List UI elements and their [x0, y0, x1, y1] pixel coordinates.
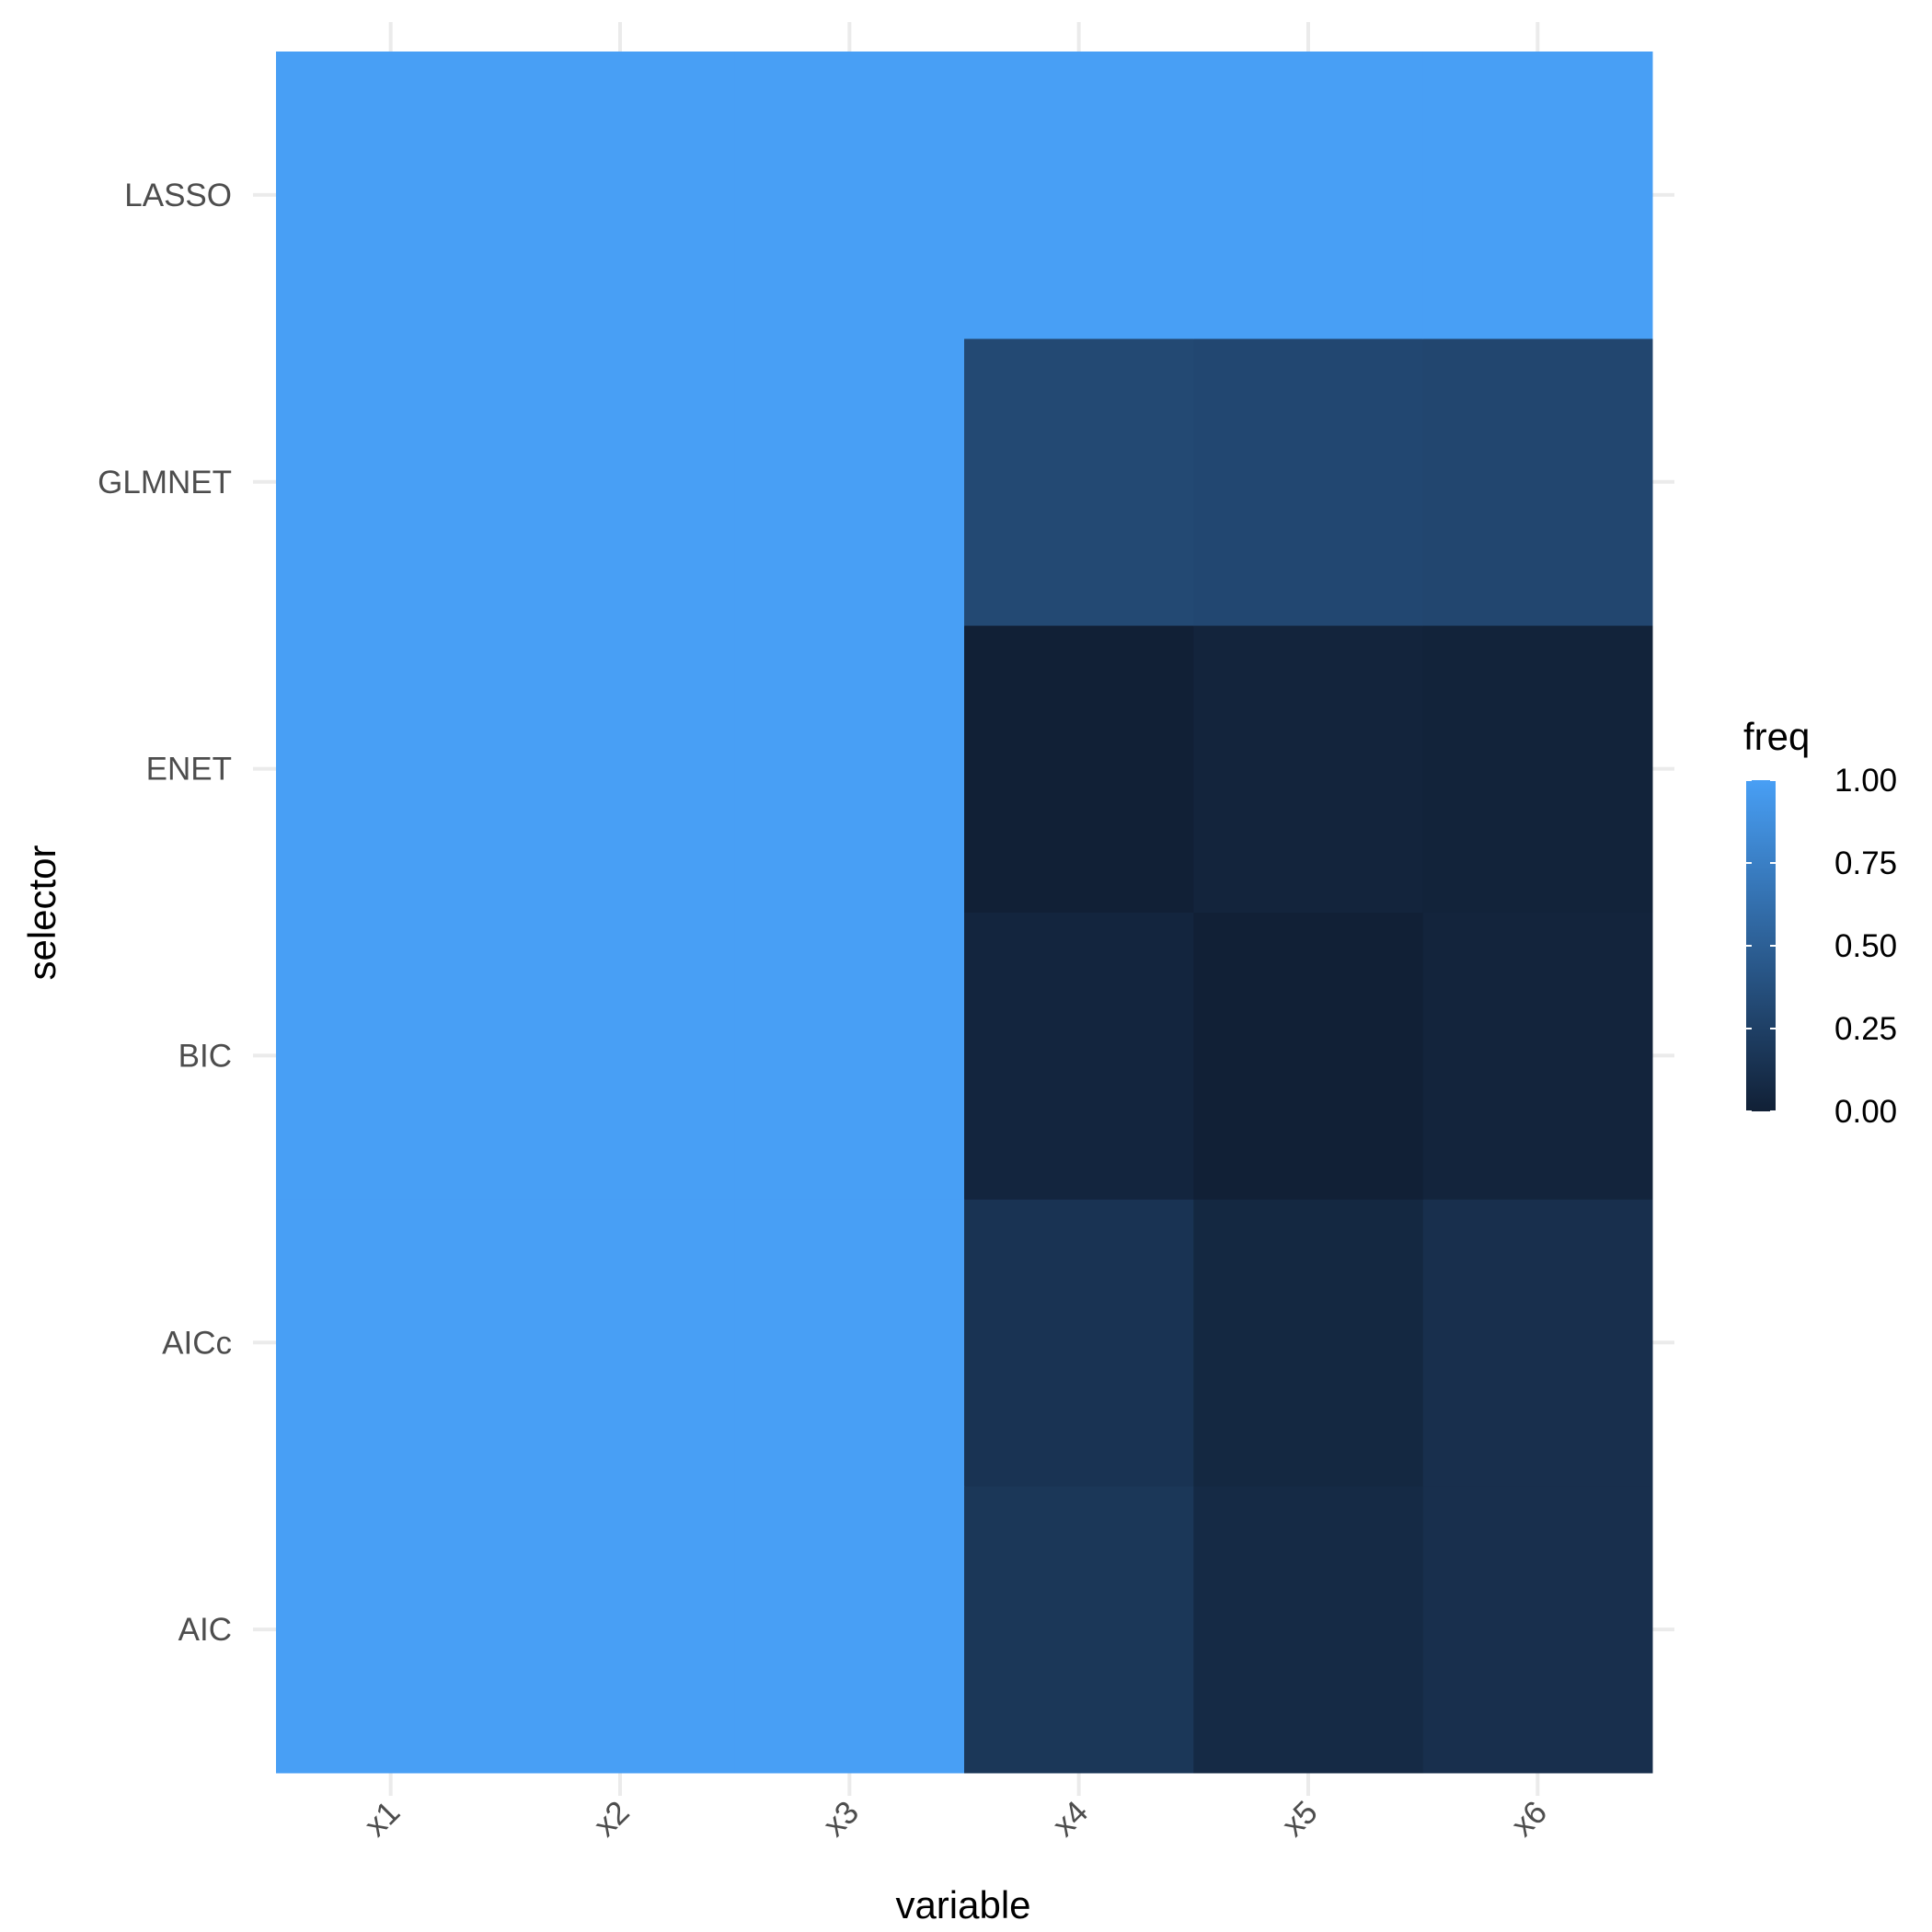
heatmap-cell: [1193, 52, 1424, 339]
heatmap-cell: [1193, 912, 1424, 1200]
heatmap-cell: [1422, 338, 1653, 627]
legend-tick-label: 1.00: [1834, 763, 1897, 799]
x-tick-label: x3: [816, 1794, 866, 1844]
heatmap-cells: [276, 52, 1653, 1774]
legend-tick-label: 0.25: [1834, 1011, 1897, 1047]
heatmap-cell: [1422, 52, 1653, 339]
y-axis-labels: AIC AICc BIC ENET GLMNET LASSO: [98, 178, 232, 1648]
heatmap-cell: [1422, 1486, 1653, 1774]
heatmap-cell: [276, 625, 506, 913]
heatmap-cell: [276, 1199, 506, 1487]
heatmap-cell: [276, 912, 506, 1200]
heatmap-cell: [505, 338, 736, 627]
y-tick-label: BIC: [178, 1038, 232, 1074]
heatmap-cell: [1422, 1199, 1653, 1487]
legend-tick-label: 0.50: [1834, 928, 1897, 964]
legend-title: freq: [1743, 715, 1810, 758]
y-tick-label: AICc: [162, 1325, 232, 1361]
x-axis-title: variable: [895, 1883, 1030, 1926]
heatmap-cell: [505, 625, 736, 913]
heatmap-cell: [276, 1486, 506, 1774]
heatmap-cell: [734, 1486, 965, 1774]
heatmap-cell: [964, 625, 1194, 913]
heatmap-cell: [505, 912, 736, 1200]
heatmap-cell: [964, 52, 1194, 339]
color-legend: freq 0.00 0.25 0.50 0.75 1.00: [1743, 715, 1897, 1130]
heatmap-cell: [734, 912, 965, 1200]
x-tick-label: x4: [1046, 1794, 1096, 1844]
y-axis-title: selector: [20, 845, 63, 980]
heatmap-cell: [734, 625, 965, 913]
heatmap-cell: [505, 1486, 736, 1774]
heatmap-cell: [1193, 338, 1424, 627]
heatmap-cell: [505, 52, 736, 339]
x-tick-label: x1: [358, 1794, 408, 1844]
heatmap-cell: [1422, 912, 1653, 1200]
x-axis-labels: x1 x2 x3 x4 x5 x6: [358, 1794, 1554, 1844]
heatmap-cell: [734, 52, 965, 339]
x-tick-label: x6: [1504, 1794, 1554, 1844]
heatmap-cell: [505, 1199, 736, 1487]
y-tick-label: ENET: [146, 752, 232, 788]
heatmap-cell: [276, 52, 506, 339]
heatmap-cell: [276, 338, 506, 627]
heatmap-cell: [964, 1486, 1194, 1774]
heatmap-cell: [1422, 625, 1653, 913]
heatmap-cell: [964, 338, 1194, 627]
heatmap-cell: [1193, 625, 1424, 913]
x-tick-label: x2: [587, 1794, 637, 1844]
legend-tick-label: 0.00: [1834, 1094, 1897, 1130]
heatmap-cell: [734, 1199, 965, 1487]
heatmap-cell: [964, 912, 1194, 1200]
heatmap-cell: [1193, 1486, 1424, 1774]
y-tick-label: GLMNET: [98, 465, 232, 500]
legend-tick-label: 0.75: [1834, 845, 1897, 881]
heatmap-cell: [964, 1199, 1194, 1487]
y-tick-label: AIC: [178, 1612, 232, 1648]
y-tick-label: LASSO: [124, 178, 232, 213]
heatmap-cell: [734, 338, 965, 627]
x-tick-label: x5: [1275, 1794, 1325, 1844]
heatmap-cell: [1193, 1199, 1424, 1487]
